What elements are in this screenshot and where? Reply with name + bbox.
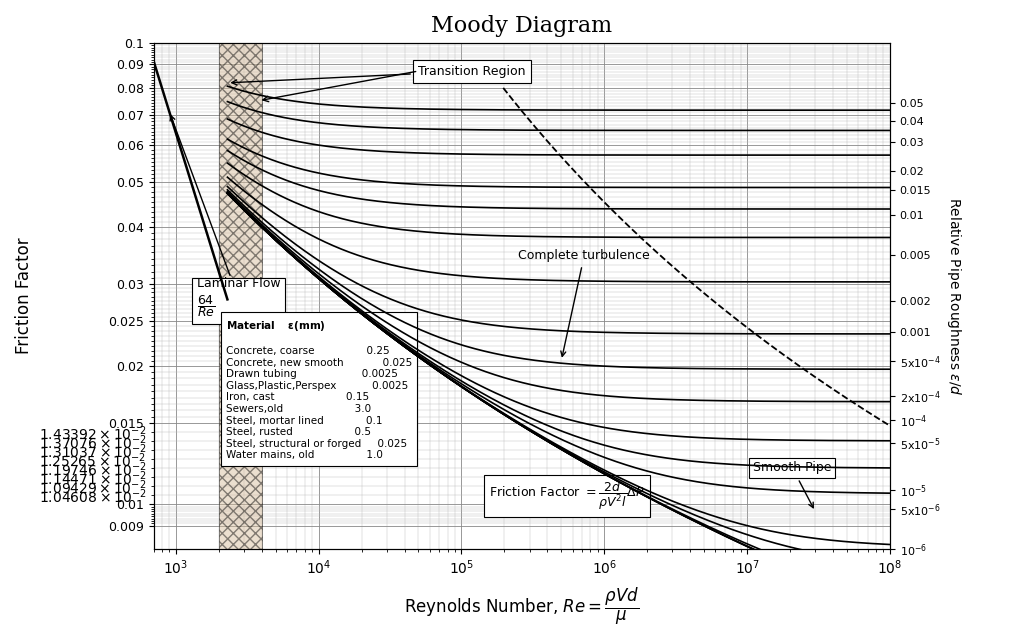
- Text: Smooth Pipe: Smooth Pipe: [753, 461, 831, 508]
- Bar: [219, 43, 262, 549]
- X-axis label: Reynolds Number, $Re = \dfrac{\rho V d}{\mu}$: Reynolds Number, $Re = \dfrac{\rho V d}{…: [404, 586, 640, 627]
- Text: Complete turbulence: Complete turbulence: [518, 249, 650, 356]
- Text: Friction Factor $= \dfrac{2d}{\rho V^2 l}\Delta P$: Friction Factor $= \dfrac{2d}{\rho V^2 l…: [489, 480, 645, 512]
- Y-axis label: Friction Factor: Friction Factor: [15, 238, 33, 354]
- Text: Laminar Flow
$\dfrac{64}{Re}$: Laminar Flow $\dfrac{64}{Re}$: [170, 116, 281, 319]
- Y-axis label: Relative Pipe Roughness $\varepsilon/d$: Relative Pipe Roughness $\varepsilon/d$: [945, 196, 963, 395]
- Text: $\bf{Material}$    $\bf{ε (mm)}$

Concrete, coarse                0.25
Concrete,: $\bf{Material}$ $\bf{ε (mm)}$ Concrete, …: [225, 319, 412, 460]
- Text: Transition Region: Transition Region: [231, 64, 526, 85]
- Title: Moody Diagram: Moody Diagram: [431, 15, 612, 37]
